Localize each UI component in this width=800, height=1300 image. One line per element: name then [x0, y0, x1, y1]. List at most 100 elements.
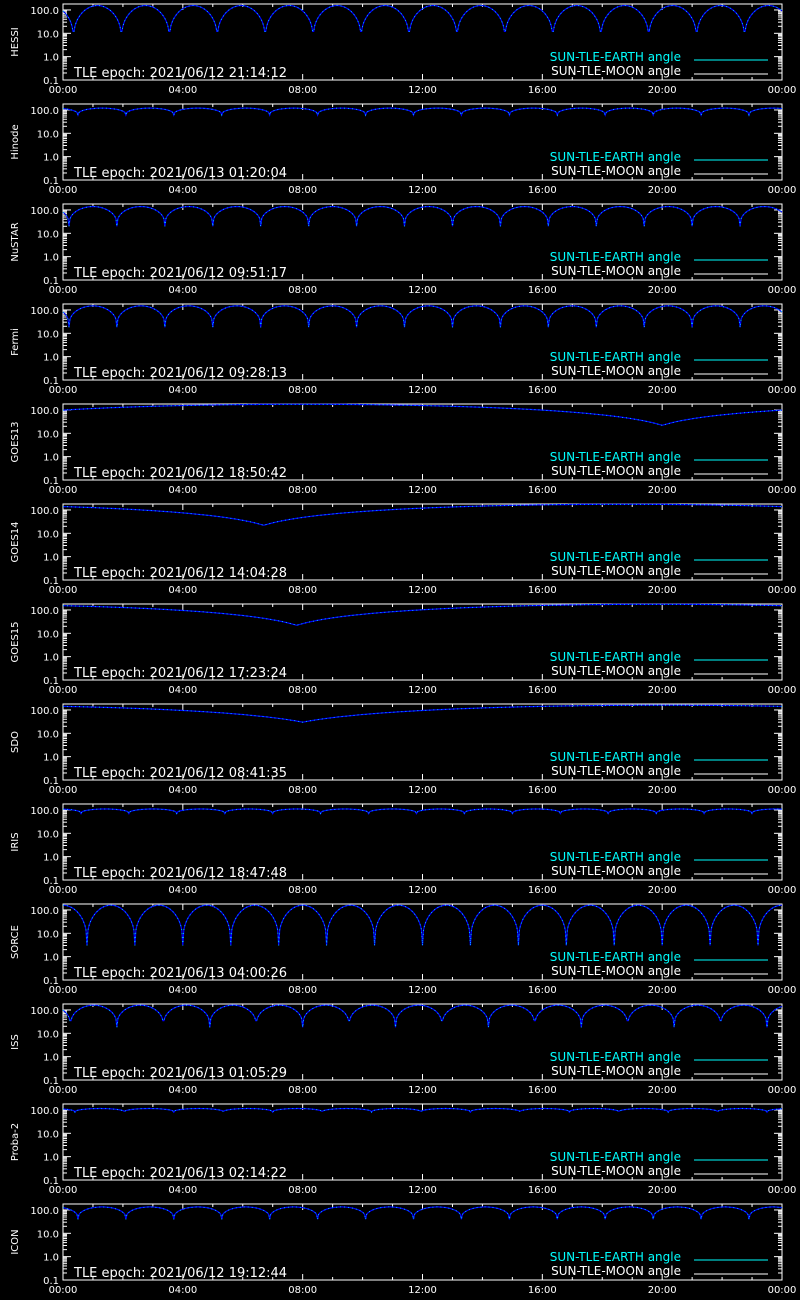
- y-tick-label: 1.0: [43, 853, 59, 864]
- y-tick-label: 1.0: [43, 1153, 59, 1164]
- tle-epoch-label: TLE epoch: 2021/06/13 04:00:26: [73, 966, 287, 981]
- x-tick-label: 00:00: [768, 985, 797, 996]
- chart-panel-sdo: 100.0 10.0 1.0 0.1 00:00 04:00 08:00 12:00 16:00…: [0, 700, 800, 800]
- x-tick-label: 16:00: [528, 285, 557, 296]
- x-tick-label: 08:00: [288, 585, 317, 596]
- chart-panel-hinode: 100.0 10.0 1.0 0.1 00:00 04:00 08:00 12:00 16:00…: [0, 100, 800, 200]
- series-sun-tle-earth-highlight: [63, 904, 782, 946]
- x-tick-label: 00:00: [49, 585, 78, 596]
- legend-sun-tle-earth: SUN-TLE-EARTH angle: [550, 850, 681, 864]
- tle-epoch-label: TLE epoch: 2021/06/12 18:50:42: [73, 466, 287, 481]
- x-tick-label: 16:00: [528, 485, 557, 496]
- series-sun-tle-earth-highlight: [63, 704, 783, 723]
- satellite-label: HESSI: [10, 27, 21, 56]
- chart-panel-nustar: 100.0 10.0 1.0 0.1 00:00 04:00 08:00 12:00 16:00…: [0, 200, 800, 300]
- legend-sun-tle-moon: SUN-TLE-MOON angle: [551, 364, 681, 378]
- y-tick-label: 100.0: [30, 1206, 59, 1217]
- y-tick-label: 0.1: [43, 576, 59, 587]
- y-tick-label: 100.0: [30, 406, 59, 417]
- legend-sun-tle-moon: SUN-TLE-MOON angle: [551, 64, 681, 78]
- y-tick-label: 100.0: [30, 1106, 59, 1117]
- x-tick-label: 00:00: [768, 185, 797, 196]
- chart-svg: 100.010.01.00.100:00 04:00 08:00 12:00 16:00…: [10, 603, 797, 696]
- x-tick-label: 20:00: [648, 585, 677, 596]
- x-tick-label: 20:00: [648, 285, 677, 296]
- satellite-label: GOES14: [10, 521, 21, 562]
- legend-sun-tle-earth: SUN-TLE-EARTH angle: [550, 1150, 681, 1164]
- series-sun-tle-earth-line: [62, 808, 782, 815]
- x-tick-label: 12:00: [408, 1085, 437, 1096]
- legend-sun-tle-moon: SUN-TLE-MOON angle: [551, 1164, 681, 1178]
- chart-svg: 100.010.01.00.100:00 04:00 08:00 12:00 16:00…: [10, 403, 797, 496]
- legend-sun-tle-moon: SUN-TLE-MOON angle: [551, 764, 681, 778]
- x-tick-label: 16:00: [528, 85, 557, 96]
- x-tick-label: 20:00: [648, 985, 677, 996]
- y-tick-label: 1.0: [43, 453, 59, 464]
- x-tick-label: 00:00: [768, 885, 797, 896]
- x-tick-label: 16:00: [528, 1285, 557, 1296]
- y-tick-label: 0.1: [43, 76, 59, 87]
- y-tick-label: 10.0: [37, 1229, 59, 1240]
- legend-sun-tle-moon: SUN-TLE-MOON angle: [551, 1264, 681, 1278]
- x-tick-label: 20:00: [648, 885, 677, 896]
- chart-svg: 100.010.01.00.100:00 04:00 08:00 12:00 16:00…: [10, 803, 797, 896]
- chart-svg: 100.010.01.00.100:00 04:00 08:00 12:00 16:00…: [10, 1103, 796, 1196]
- x-tick-label: 04:00: [168, 985, 197, 996]
- tle-epoch-label: TLE epoch: 2021/06/13 01:05:29: [73, 1066, 287, 1081]
- x-tick-label: 00:00: [768, 1285, 797, 1296]
- y-tick-label: 100.0: [30, 906, 59, 917]
- series-sun-tle-earth-highlight: [63, 603, 782, 626]
- legend-sun-tle-earth: SUN-TLE-EARTH angle: [550, 1250, 681, 1264]
- x-tick-label: 20:00: [648, 1185, 677, 1196]
- x-tick-label: 00:00: [768, 85, 797, 96]
- x-tick-label: 16:00: [528, 885, 557, 896]
- satellite-label: SORCE: [10, 925, 21, 959]
- tle-epoch-label: TLE epoch: 2021/06/12 19:12:44: [73, 1266, 287, 1281]
- y-tick-label: 0.1: [43, 276, 59, 287]
- x-tick-label: 16:00: [528, 1085, 557, 1096]
- satellite-label: IRIS: [10, 832, 21, 851]
- series-sun-tle-earth-highlight: [63, 503, 783, 526]
- y-tick-label: 1.0: [43, 953, 59, 964]
- y-tick-label: 1.0: [43, 353, 59, 364]
- tle-epoch-label: TLE epoch: 2021/06/12 14:04:28: [73, 566, 287, 581]
- legend-sun-tle-earth: SUN-TLE-EARTH angle: [550, 250, 681, 264]
- y-tick-label: 1.0: [43, 253, 59, 264]
- y-tick-label: 10.0: [37, 129, 59, 140]
- x-tick-label: 00:00: [49, 685, 78, 696]
- chart-panel-fermi: 100.0 10.0 1.0 0.1 00:00 04:00 08:00 12:00 16:00…: [0, 300, 800, 400]
- chart-svg: 100.010.01.00.100:00 04:00 08:00 12:00 16:00…: [10, 303, 796, 396]
- x-tick-label: 00:00: [768, 685, 797, 696]
- chart-svg: 100.010.01.00.100:00 04:00 08:00 12:00 16:00…: [10, 703, 796, 796]
- x-tick-label: 08:00: [288, 485, 317, 496]
- series-sun-tle-earth-highlight: [62, 107, 783, 117]
- y-tick-label: 10.0: [37, 929, 59, 940]
- y-tick-label: 0.1: [43, 976, 59, 987]
- x-tick-label: 08:00: [288, 1085, 317, 1096]
- x-tick-label: 00:00: [49, 1285, 78, 1296]
- legend-sun-tle-earth: SUN-TLE-EARTH angle: [550, 950, 681, 964]
- x-tick-label: 12:00: [408, 485, 437, 496]
- y-tick-label: 10.0: [37, 29, 59, 40]
- x-tick-label: 16:00: [528, 1185, 557, 1196]
- series-sun-tle-earth-highlight: [62, 1206, 783, 1220]
- x-tick-label: 04:00: [168, 485, 197, 496]
- x-tick-label: 00:00: [49, 885, 78, 896]
- x-tick-label: 08:00: [288, 1285, 317, 1296]
- legend-sun-tle-moon: SUN-TLE-MOON angle: [551, 664, 681, 678]
- x-tick-label: 16:00: [528, 785, 557, 796]
- x-tick-label: 12:00: [408, 385, 437, 396]
- y-tick-label: 10.0: [37, 229, 59, 240]
- x-tick-label: 00:00: [49, 1185, 78, 1196]
- legend-sun-tle-earth: SUN-TLE-EARTH angle: [550, 1050, 681, 1064]
- legend-sun-tle-earth: SUN-TLE-EARTH angle: [550, 750, 681, 764]
- x-tick-label: 16:00: [528, 685, 557, 696]
- x-tick-label: 00:00: [49, 385, 78, 396]
- chart-panel-goes15: 100.0 10.0 1.0 0.1 00:00 04:00 08:00 12:00 16:00…: [0, 600, 800, 700]
- chart-svg: 100.010.01.00.100:00 04:00 08:00 12:00 16:00…: [10, 903, 797, 996]
- x-tick-label: 12:00: [408, 185, 437, 196]
- legend-sun-tle-moon: SUN-TLE-MOON angle: [551, 564, 681, 578]
- satellite-label: ICON: [10, 1229, 21, 1254]
- x-tick-label: 00:00: [768, 485, 797, 496]
- chart-panel-hessi: 100.0 10.0 1.0 0.1 00:00 04:00 08:00 12:00 16:00…: [0, 0, 800, 100]
